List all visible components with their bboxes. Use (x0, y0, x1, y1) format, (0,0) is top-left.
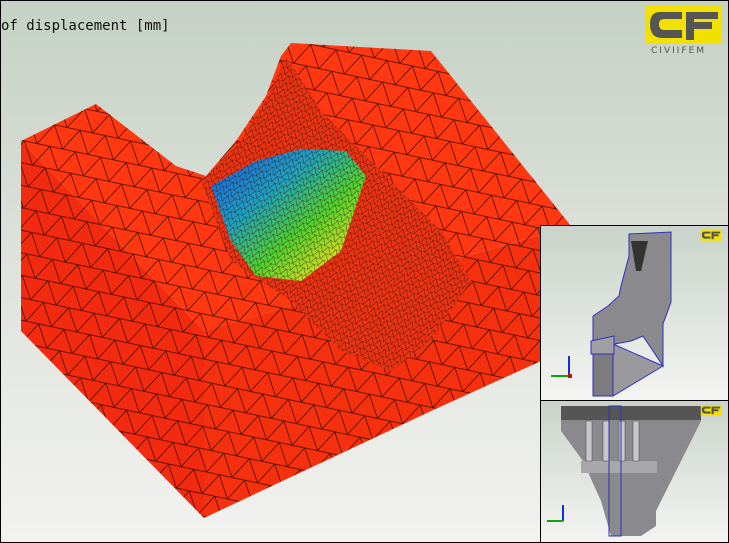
logo-text: CIVIIFEM (651, 46, 707, 56)
inset-front-view[interactable] (540, 400, 728, 542)
inset-side-view[interactable] (540, 225, 728, 401)
dam-front-model (547, 405, 701, 537)
axis-triad-icon (551, 356, 572, 378)
result-title: of displacement [mm] (1, 18, 170, 34)
civilfem-mini-logo (700, 230, 722, 241)
civilfem-mini-logo (700, 405, 722, 416)
axis-triad-icon (547, 505, 564, 522)
civilfem-logo (646, 6, 722, 44)
dam-side-model (551, 231, 672, 397)
